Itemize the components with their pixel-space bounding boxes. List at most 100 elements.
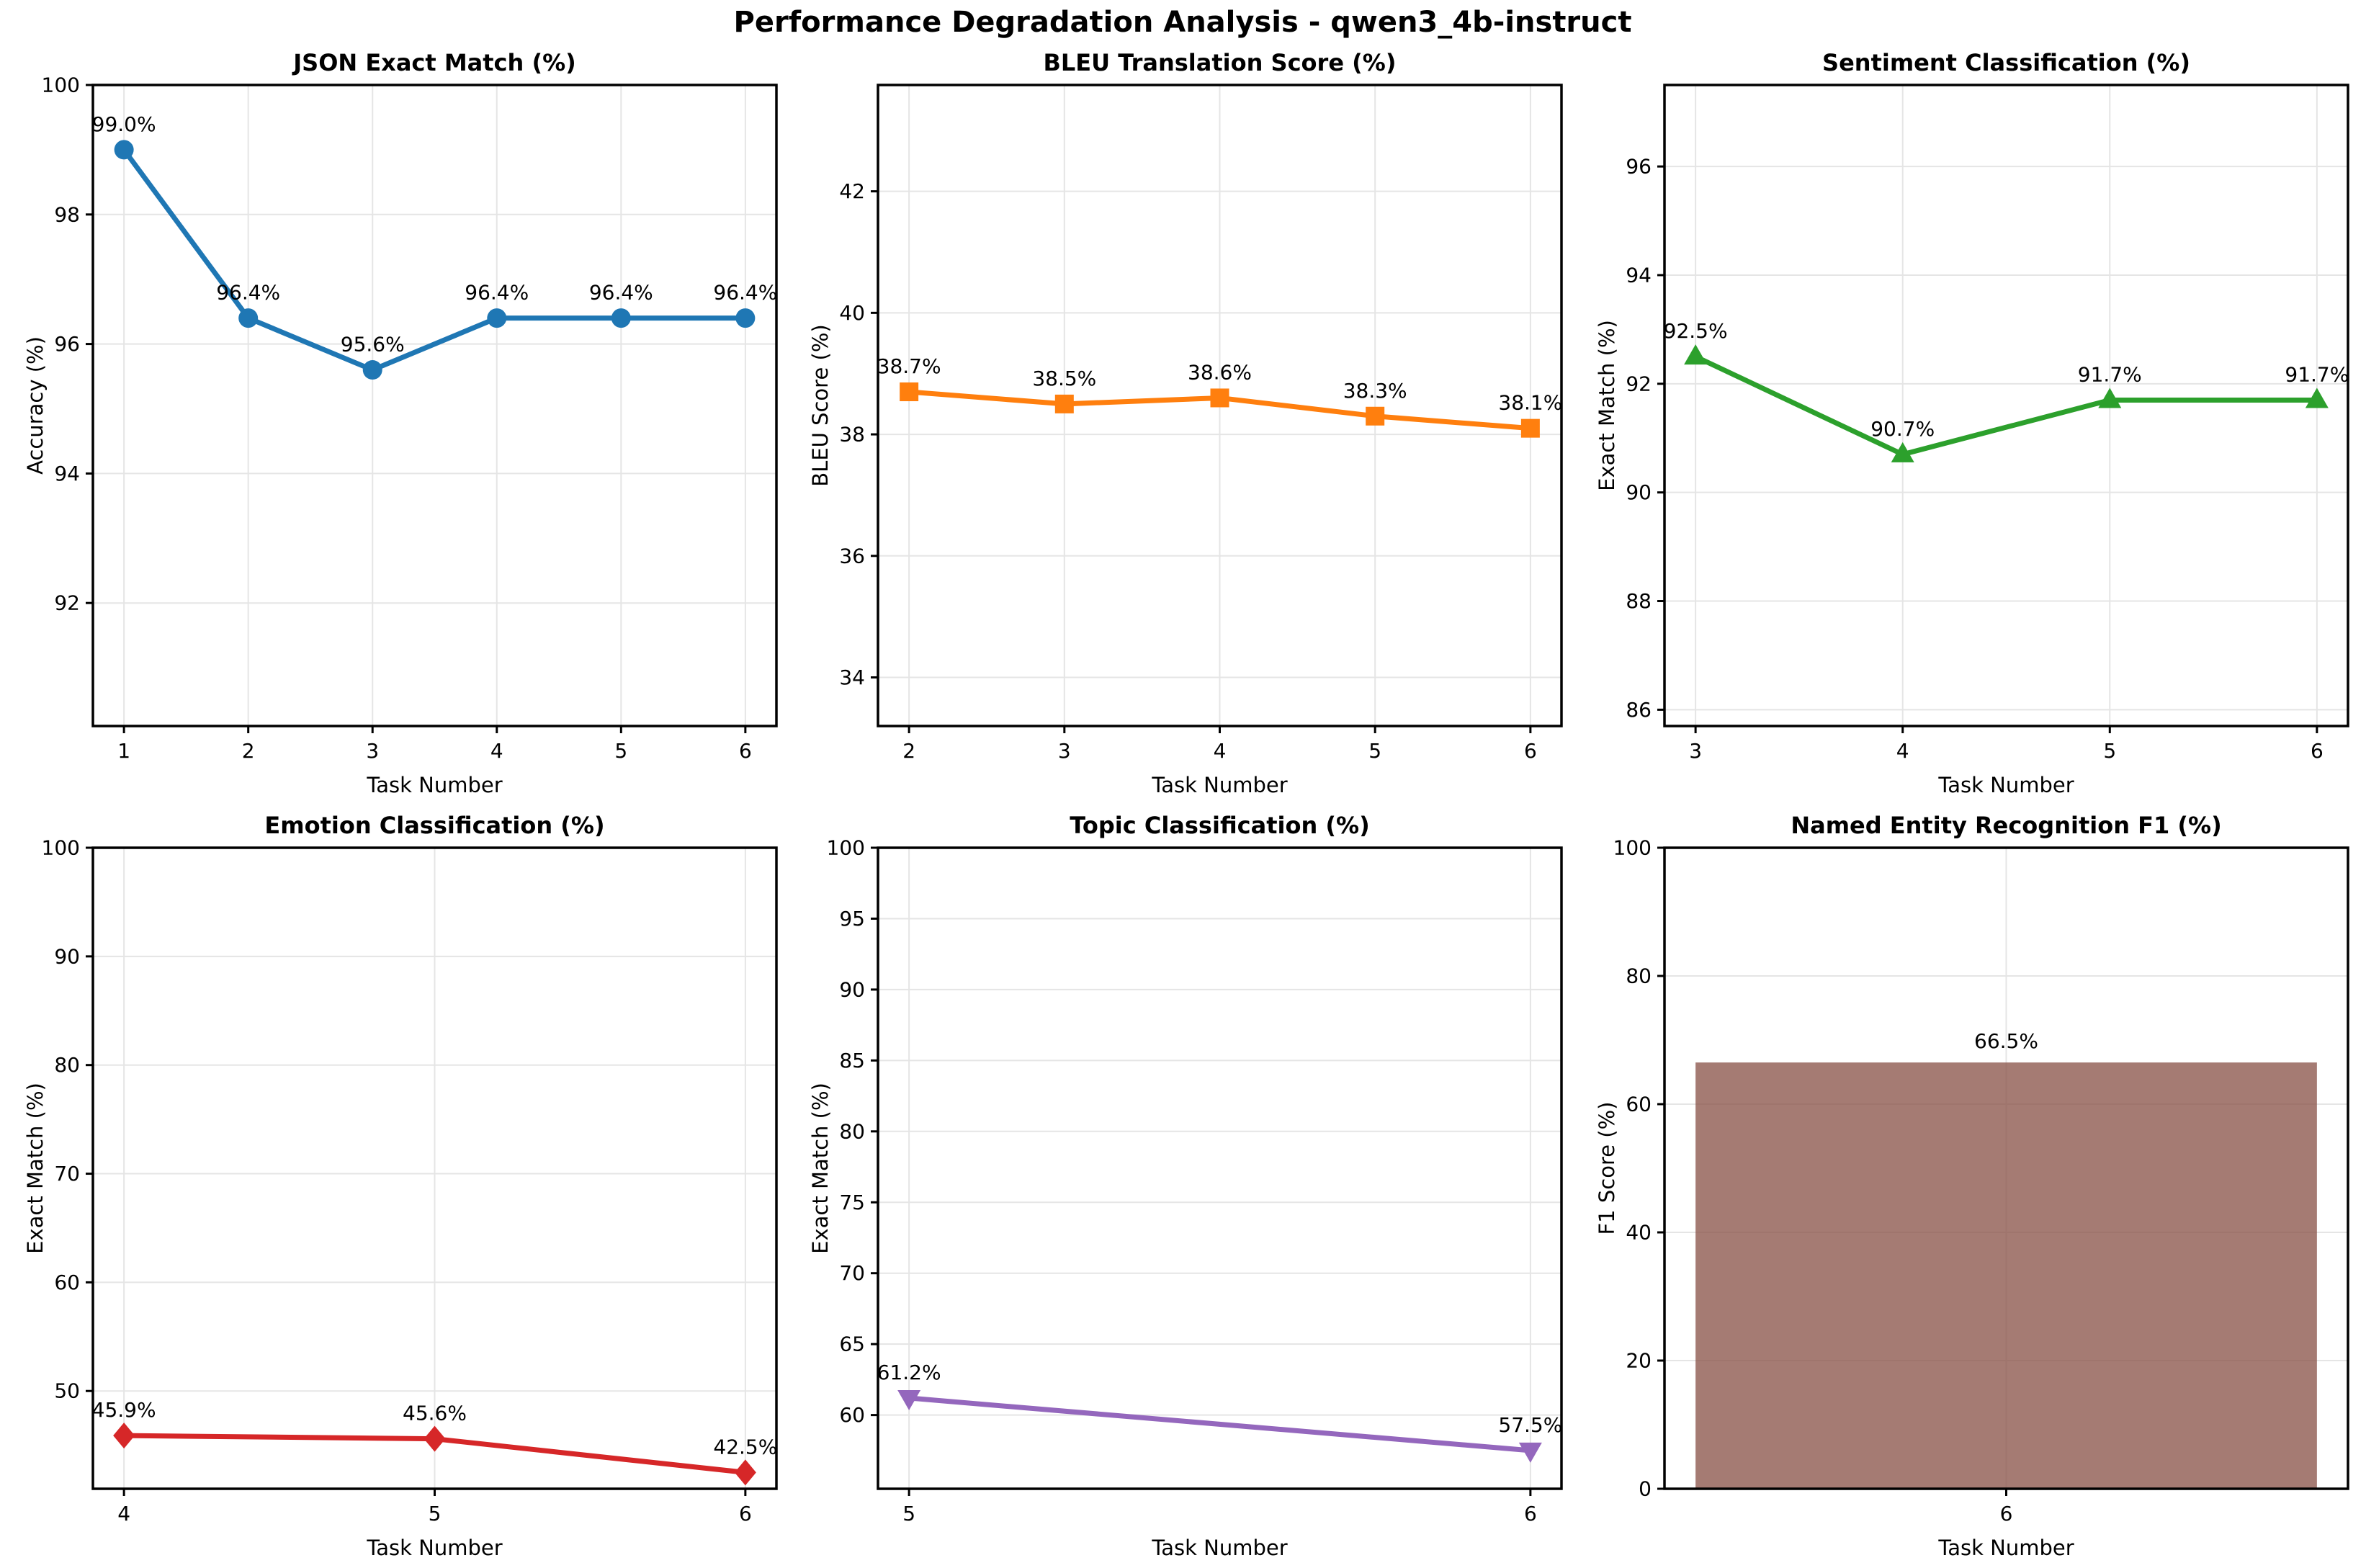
series-line xyxy=(1693,354,2320,457)
y-tick-label: 100 xyxy=(827,836,865,860)
x-axis-label: Task Number xyxy=(1151,773,1287,797)
y-tick-label: 94 xyxy=(1626,263,1652,287)
y-tick-label: 40 xyxy=(1626,1221,1652,1245)
x-tick-label: 6 xyxy=(2000,1502,2013,1526)
data-point-marker xyxy=(238,308,259,328)
data-point-label: 38.5% xyxy=(1032,367,1096,390)
subplot-title: Named Entity Recognition F1 (%) xyxy=(1791,812,2221,839)
data-point-marker xyxy=(424,1425,446,1452)
y-axis-label: Exact Match (%) xyxy=(808,1083,833,1254)
y-tick-label: 65 xyxy=(839,1332,865,1356)
y-tick-label: 100 xyxy=(42,836,80,860)
data-point-marker xyxy=(734,1459,756,1486)
x-tick-label: 5 xyxy=(2103,739,2116,763)
y-tick-label: 60 xyxy=(54,1271,80,1294)
x-tick-label: 6 xyxy=(739,1502,752,1526)
data-point-marker xyxy=(611,308,631,328)
y-tick-label: 98 xyxy=(54,202,80,226)
x-axis-label: Task Number xyxy=(1937,1536,2074,1560)
data-point-label: 96.4% xyxy=(713,281,777,305)
data-point-marker xyxy=(897,1389,921,1410)
y-tick-label: 100 xyxy=(42,73,80,97)
data-point-marker xyxy=(487,308,507,328)
data-point-label: 38.7% xyxy=(877,354,941,378)
data-point-label: 57.5% xyxy=(1498,1413,1562,1437)
y-tick-label: 80 xyxy=(54,1053,80,1077)
data-point-marker xyxy=(1366,406,1385,426)
subplot-title: Topic Classification (%) xyxy=(1070,812,1369,839)
y-tick-label: 36 xyxy=(839,544,865,568)
data-point-label: 45.6% xyxy=(403,1402,467,1425)
x-tick-label: 5 xyxy=(902,1502,915,1526)
subplot-title: Sentiment Classification (%) xyxy=(1822,49,2190,76)
y-tick-label: 100 xyxy=(1613,836,1652,860)
x-tick-label: 3 xyxy=(1689,739,1702,763)
y-tick-label: 70 xyxy=(839,1261,865,1285)
data-point-marker xyxy=(1054,394,1074,413)
data-point-label: 99.0% xyxy=(92,112,156,136)
data-point-label: 91.7% xyxy=(2285,362,2349,386)
data-point-label: 45.9% xyxy=(92,1398,156,1422)
x-tick-label: 6 xyxy=(1524,739,1537,763)
data-point-marker xyxy=(1891,442,1914,462)
y-tick-label: 96 xyxy=(1626,155,1652,179)
data-point-marker xyxy=(900,382,919,402)
x-tick-label: 5 xyxy=(614,739,627,763)
x-tick-label: 4 xyxy=(117,1502,130,1526)
y-tick-label: 20 xyxy=(1626,1349,1652,1373)
y-axis-label: Accuracy (%) xyxy=(23,336,48,475)
bar xyxy=(1695,1062,2317,1489)
y-tick-label: 95 xyxy=(839,907,865,931)
data-point-label: 91.7% xyxy=(2078,362,2142,386)
data-point-label: 66.5% xyxy=(1974,1029,2038,1053)
subplot-5: 61.2% 57.5% 60 65 70 75 80 85 90 95 100 5 6 Topic Cla… xyxy=(808,812,1563,1560)
data-point-marker xyxy=(1518,1442,1542,1463)
series-line xyxy=(906,1395,1533,1453)
data-point-label: 92.5% xyxy=(1664,319,1728,343)
x-tick-label: 3 xyxy=(1058,739,1071,763)
series-line xyxy=(121,147,748,373)
y-axis-label: BLEU Score (%) xyxy=(808,324,833,486)
subplot-title: JSON Exact Match (%) xyxy=(292,49,576,76)
subplot-title: Emotion Classification (%) xyxy=(264,812,604,839)
y-tick-label: 50 xyxy=(54,1379,80,1403)
y-tick-label: 60 xyxy=(1626,1093,1652,1116)
y-tick-label: 90 xyxy=(839,977,865,1001)
subplot-4: 45.9% 45.6% 42.5% 50 60 70 80 90 100 4 5 6 Emotion C… xyxy=(23,812,778,1560)
y-tick-label: 38 xyxy=(839,423,865,447)
axes-border xyxy=(1663,84,2349,727)
subplot-1: 99.0% 96.4% 95.6% 96.4% 96.4% 96.4% 92 94 96 98 10… xyxy=(23,49,778,797)
data-point-marker xyxy=(113,1423,135,1449)
y-tick-label: 88 xyxy=(1626,589,1652,613)
data-point-marker xyxy=(1520,418,1540,438)
y-tick-label: 90 xyxy=(1626,480,1652,504)
x-axis-label: Task Number xyxy=(1937,773,2074,797)
data-point-marker xyxy=(2098,387,2122,408)
x-axis-label: Task Number xyxy=(366,773,502,797)
x-tick-label: 1 xyxy=(117,739,130,763)
subplot-6: 66.5% 0 20 40 60 80 100 6 Named Entity Recogniti… xyxy=(1595,812,2349,1560)
x-axis-label: Task Number xyxy=(366,1536,502,1560)
data-point-marker xyxy=(362,360,382,380)
y-tick-label: 92 xyxy=(54,591,80,615)
y-tick-label: 96 xyxy=(54,332,80,356)
y-tick-label: 92 xyxy=(1626,372,1652,395)
data-point-marker xyxy=(114,140,134,160)
data-point-label: 61.2% xyxy=(877,1361,941,1384)
x-tick-label: 3 xyxy=(366,739,379,763)
data-point-label: 90.7% xyxy=(1870,417,1935,441)
y-axis-label: Exact Match (%) xyxy=(23,1083,48,1254)
y-tick-label: 60 xyxy=(839,1403,865,1427)
data-point-label: 38.3% xyxy=(1343,379,1407,403)
y-tick-label: 86 xyxy=(1626,698,1652,722)
x-tick-label: 6 xyxy=(1524,1502,1537,1526)
y-axis-label: F1 Score (%) xyxy=(1595,1102,1619,1235)
y-tick-label: 90 xyxy=(54,944,80,968)
data-point-marker xyxy=(2305,387,2329,408)
x-tick-label: 6 xyxy=(739,739,752,763)
data-point-label: 96.4% xyxy=(465,281,529,305)
data-point-label: 96.4% xyxy=(216,281,280,305)
data-point-marker xyxy=(1210,388,1229,408)
